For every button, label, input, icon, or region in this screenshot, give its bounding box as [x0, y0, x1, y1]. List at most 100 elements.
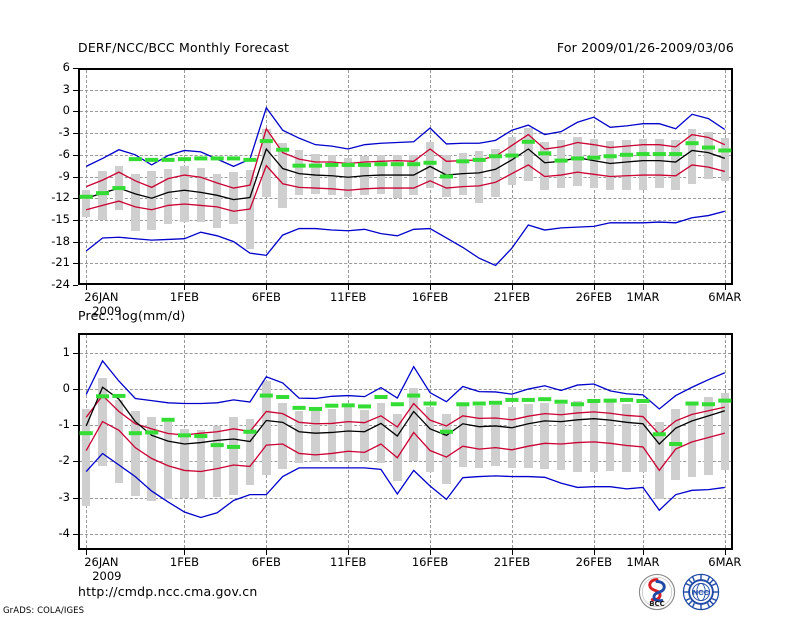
ensemble-spread-bar [393, 154, 402, 199]
ensemble-spread-bar [605, 141, 615, 191]
y-tick-mark [73, 241, 78, 243]
gridline-horizontal [80, 352, 731, 354]
y-tick-mark [73, 219, 78, 221]
ensemble-spread-bar [81, 408, 91, 506]
ensemble-spread-bar [425, 141, 435, 189]
ensemble-spread-bar [720, 392, 730, 471]
ensemble-spread-bar [687, 403, 697, 477]
ensemble-spread-bar [278, 402, 287, 470]
x-axis-label: 6FEB [251, 290, 281, 304]
x-axis-label: 6MAR [708, 555, 742, 569]
ensemble-spread-bar [180, 428, 189, 499]
website-url[interactable]: http://cmdp.ncc.cma.gov.cn [78, 584, 258, 599]
x-axis-label: 1FEB [169, 555, 199, 569]
ensemble-spread-bar [524, 404, 533, 468]
gridline-horizontal [80, 241, 731, 243]
ensemble-spread-bar [81, 189, 91, 217]
ensemble-spread-bar [245, 418, 255, 485]
gridline-horizontal [80, 461, 731, 463]
y-axis-label: 1 [62, 344, 70, 359]
x-tick-mark [266, 550, 268, 555]
ensemble-spread-bar [376, 154, 386, 194]
x-tick-mark [724, 550, 726, 555]
ensemble-spread-bar [409, 387, 418, 461]
x-axis-label: 16FEB [411, 555, 449, 569]
ensemble-spread-bar [196, 167, 206, 223]
x-tick-mark [184, 285, 186, 290]
ensemble-spread-bar [262, 381, 271, 476]
y-tick-mark [73, 68, 78, 69]
plot-frame-left [78, 333, 80, 550]
y-axis-label: -21 [51, 255, 70, 270]
x-tick-mark [266, 285, 268, 290]
ensemble-spread-bar [622, 403, 631, 473]
y-tick-mark [73, 176, 78, 178]
ensemble-spread-bar [278, 142, 287, 208]
x-axis-label: 26JAN [84, 290, 119, 304]
series-line-min [85, 452, 725, 519]
ensemble-spread-bar [163, 169, 173, 225]
gridline-horizontal [80, 133, 731, 135]
y-tick-mark [73, 133, 78, 135]
ensemble-spread-bar [655, 422, 664, 500]
ensemble-spread-bar [704, 132, 713, 180]
series-line-p75 [85, 394, 725, 436]
x-axis-year-label: 2009 [92, 569, 122, 583]
ensemble-spread-bar [212, 425, 222, 497]
ensemble-spread-bar [474, 151, 484, 204]
ensemble-spread-bar [147, 171, 156, 230]
ensemble-spread-bar [294, 149, 304, 195]
x-tick-mark [348, 550, 350, 555]
y-tick-mark [73, 154, 78, 156]
series-line-max [85, 106, 726, 168]
x-tick-mark [430, 285, 432, 290]
ensemble-spread-bar [540, 402, 549, 469]
x-axis-label: 21FEB [493, 290, 531, 304]
ensemble-spread-bar [311, 410, 320, 463]
x-tick-mark [430, 550, 432, 555]
ensemble-spread-bar [556, 140, 566, 189]
y-tick-mark [73, 497, 78, 499]
series-line-p25 [86, 164, 725, 212]
ensemble-spread-bar [687, 128, 697, 184]
plot-frame-left [78, 68, 80, 285]
ensemble-spread-bar [638, 138, 648, 190]
forecast-title: DERF/NCC/BCC Monthly Forecast [78, 40, 290, 55]
ensemble-spread-bar [212, 173, 222, 228]
y-axis-label: -4 [58, 525, 70, 540]
x-axis-label: 11FEB [329, 555, 367, 569]
ensemble-spread-bar [474, 406, 484, 468]
x-axis-label: 1FEB [169, 290, 199, 304]
ensemble-spread-bar [655, 138, 664, 189]
gridline-horizontal [80, 263, 731, 265]
series-line-mean [85, 147, 726, 201]
y-axis-label: 0 [62, 103, 70, 118]
y-axis-label: -1 [58, 417, 70, 432]
y-tick-mark [73, 533, 78, 535]
x-tick-mark [86, 285, 88, 290]
gridline-horizontal [80, 198, 731, 200]
y-axis-label: -9 [58, 168, 70, 183]
ensemble-spread-bar [507, 136, 517, 186]
gridline-horizontal [80, 89, 731, 91]
series-line-mean [85, 386, 726, 445]
ensemble-spread-bar [720, 138, 730, 181]
gridline-horizontal [80, 154, 731, 156]
plot-frame-bottom [78, 548, 733, 550]
ncc-logo-mark: NCC [682, 573, 720, 611]
gridline-horizontal [80, 497, 731, 499]
x-axis-label: 26FEB [575, 290, 613, 304]
ensemble-spread-bar [163, 421, 173, 500]
ensemble-spread-bar [540, 141, 549, 190]
plot-frame-right [731, 68, 733, 285]
chart-series-overlay [79, 359, 732, 519]
ensemble-spread-bar [147, 417, 156, 502]
chart-precipitation: 1 0 -1 -2 -3 -4 26JAN 1FEB 6FEB 11FEB 16FEB 21FEB 26… [59, 333, 741, 583]
ensemble-spread-bar [573, 136, 582, 186]
ensemble-spread-bar [131, 410, 140, 496]
gridline-horizontal [80, 533, 731, 535]
gridline-horizontal [80, 219, 731, 221]
plot-frame-top [78, 68, 733, 70]
x-tick-mark [642, 285, 644, 290]
ensemble-spread-bar [180, 166, 189, 223]
